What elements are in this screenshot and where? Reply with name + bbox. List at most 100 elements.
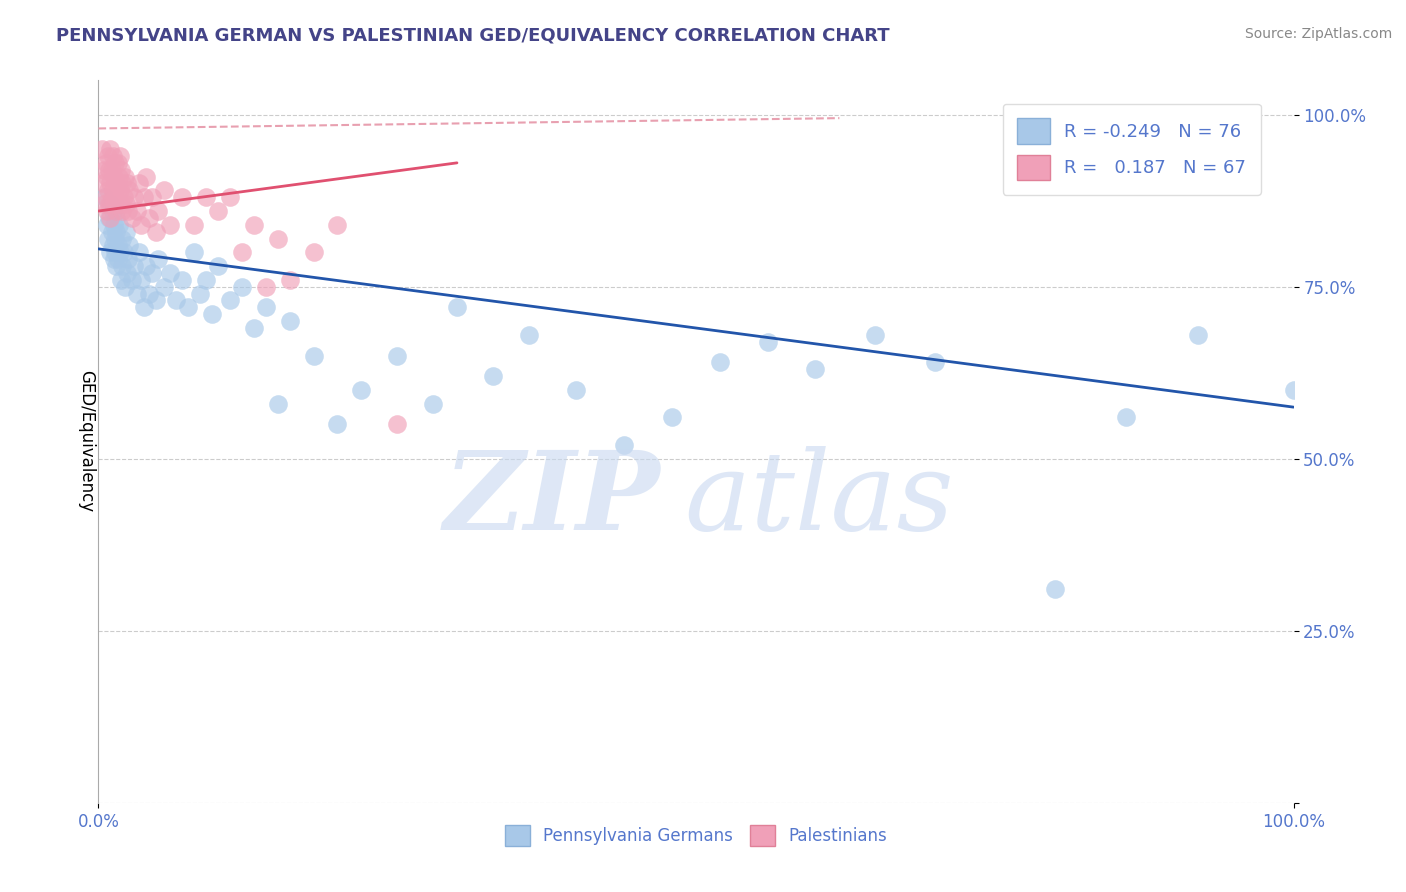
Point (145, 225, 167, 239)
Point (115, 266, 138, 280)
Point (94, 190, 117, 204)
Point (756, 334, 779, 349)
Point (105, 211, 128, 225)
Point (183, 218, 205, 232)
Point (138, 211, 160, 225)
Point (115, 197, 138, 211)
Legend: Pennsylvania Germans, Palestinians: Pennsylvania Germans, Palestinians (498, 819, 894, 852)
Point (104, 231, 127, 245)
Point (91, 177, 114, 191)
Point (118, 183, 141, 197)
Point (145, 293, 167, 308)
Point (153, 183, 176, 197)
Point (97, 183, 120, 197)
Text: atlas: atlas (685, 446, 953, 553)
Point (132, 301, 155, 315)
Point (159, 266, 181, 280)
Point (107, 238, 129, 252)
Point (108, 149, 131, 163)
Point (98, 211, 121, 225)
Point (104, 190, 127, 204)
Point (105, 225, 128, 239)
Point (302, 349, 325, 363)
Point (565, 383, 588, 397)
Point (111, 177, 134, 191)
Point (101, 149, 124, 163)
Point (111, 231, 134, 245)
Point (98, 245, 122, 260)
Point (107, 183, 129, 197)
Point (613, 438, 636, 452)
Point (118, 238, 141, 252)
Point (98, 211, 122, 225)
Point (121, 273, 143, 287)
Point (254, 279, 277, 293)
Point (110, 162, 132, 177)
Point (385, 417, 409, 432)
Point (135, 259, 157, 273)
Point (107, 169, 129, 184)
Point (124, 190, 146, 204)
Point (131, 218, 153, 232)
Point (103, 169, 125, 184)
Point (446, 301, 468, 315)
Point (107, 197, 129, 211)
Point (103, 252, 125, 267)
Point (91, 142, 114, 156)
Point (93, 197, 115, 211)
Point (124, 259, 146, 273)
Point (93, 162, 115, 177)
Point (350, 383, 373, 397)
Point (302, 245, 325, 260)
Point (231, 279, 253, 293)
Point (177, 301, 200, 315)
Point (104, 156, 127, 170)
Point (98, 142, 122, 156)
Point (110, 273, 132, 287)
Text: Source: ZipAtlas.com: Source: ZipAtlas.com (1244, 27, 1392, 41)
Point (207, 204, 229, 219)
Point (385, 349, 409, 363)
Point (128, 177, 150, 191)
Point (128, 245, 150, 260)
Point (865, 327, 887, 342)
Point (108, 183, 131, 197)
Point (100, 162, 122, 177)
Point (110, 197, 132, 211)
Point (98, 177, 122, 191)
Point (96, 204, 118, 219)
Point (165, 293, 187, 308)
Point (924, 355, 946, 369)
Point (94, 156, 117, 170)
Point (135, 169, 157, 184)
Point (105, 204, 128, 219)
Point (207, 259, 229, 273)
Point (243, 218, 266, 232)
Point (111, 259, 134, 273)
Point (100, 190, 122, 204)
Point (101, 183, 124, 197)
Point (115, 225, 138, 239)
Point (172, 273, 194, 287)
Point (101, 204, 124, 219)
Point (141, 266, 163, 280)
Point (98, 162, 121, 177)
Point (117, 204, 139, 219)
Point (1187, 327, 1209, 342)
Point (98, 197, 122, 211)
Point (243, 321, 266, 335)
Point (709, 355, 731, 369)
Point (112, 245, 135, 260)
Point (107, 156, 129, 170)
Point (172, 190, 194, 204)
Point (219, 190, 242, 204)
Point (326, 417, 349, 432)
Point (105, 259, 128, 273)
Point (1043, 582, 1066, 597)
Point (104, 245, 127, 260)
Point (97, 149, 120, 163)
Point (254, 301, 277, 315)
Point (114, 279, 136, 293)
Point (97, 231, 120, 245)
Point (231, 245, 253, 260)
